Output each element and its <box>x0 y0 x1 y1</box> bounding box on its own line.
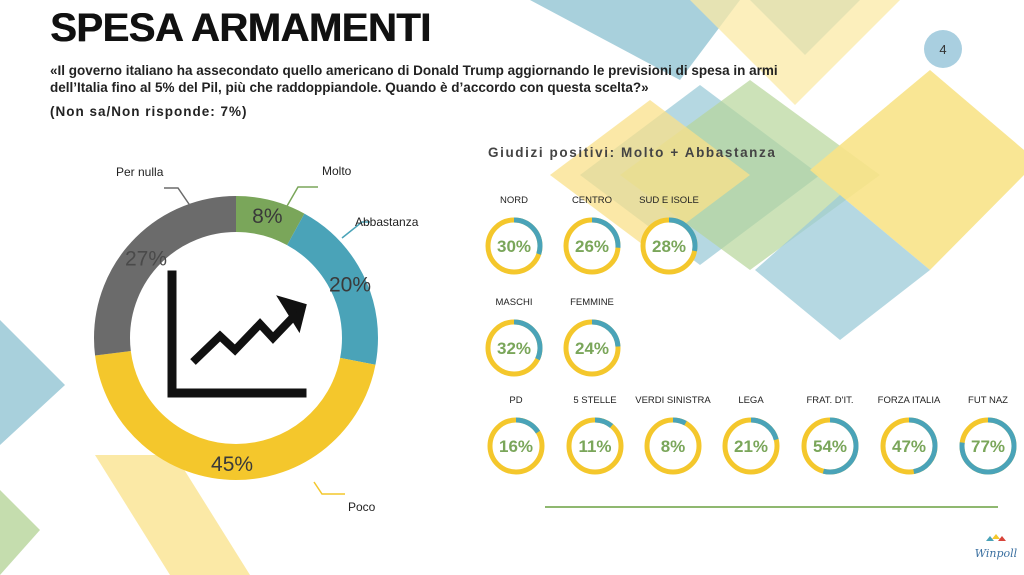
bg-shape-blue-lower <box>755 195 930 340</box>
callout-line-per-nulla <box>164 187 192 208</box>
gauge-ring: 21% <box>722 417 780 475</box>
gauge-label: MASCHI <box>495 297 533 308</box>
donut-label-per-nulla: 27% <box>125 248 167 271</box>
gauge-centro: CENTRO 26% <box>554 195 630 277</box>
gauge-label: CENTRO <box>571 195 613 206</box>
gauge-fill <box>644 417 702 475</box>
donut-slices <box>94 196 378 480</box>
gauge-fill <box>640 217 698 275</box>
gauge-pd: PD 16% <box>478 395 554 477</box>
gauge-label: FUT NAZ <box>968 395 1008 406</box>
gauge-fill <box>485 319 543 377</box>
gauge-lega: LEGA 21% <box>713 395 789 477</box>
gauge-ring: 11% <box>566 417 624 475</box>
gauge-value: 28% <box>652 237 686 256</box>
donut-callouts: Molto Abbastanza Poco Per nulla <box>116 164 419 514</box>
bg-shape-blue-top <box>530 0 740 80</box>
donut-labels: 8% 20% 45% 27% <box>125 205 371 476</box>
gauge-fill <box>801 417 859 475</box>
gauge-fill <box>563 217 621 275</box>
gauge-label: NORD <box>500 195 528 206</box>
gauge-sud-e-isole: SUD E ISOLE 28% <box>631 195 707 277</box>
gauge-value: 8% <box>661 437 686 456</box>
gauge-ring: 54% <box>801 417 859 475</box>
section-title: Giudizi positivi: Molto + Abbastanza <box>488 145 777 160</box>
gauge-label: FRAT. D'IT. <box>806 395 854 406</box>
gauge-ring: 77% <box>959 417 1017 475</box>
gauge-value: 24% <box>575 339 609 358</box>
bg-shape-yellow-bottom <box>95 455 250 575</box>
gauge-ring: 28% <box>640 217 698 275</box>
question-line-2: dell’Italia fino al 5% del Pil, più che … <box>50 80 649 95</box>
gauge-label: LEGA <box>738 395 764 406</box>
donut-category-abbastanza: Abbastanza <box>355 215 419 229</box>
page-title: SPESA ARMAMENTI <box>50 6 431 50</box>
gauge-maschi: MASCHI 32% <box>476 297 552 379</box>
bg-shape-green-bottom <box>0 490 40 575</box>
gauge-ring: 24% <box>563 319 621 377</box>
gauge-label: FORZA ITALIA <box>877 395 941 406</box>
gauge-value: 30% <box>497 237 531 256</box>
callout-line-abbastanza <box>341 221 370 239</box>
donut-slice-per-nulla <box>94 196 378 480</box>
gauge-frat-d-it: FRAT. D'IT. 54% <box>792 395 868 477</box>
bg-shape-yellow-top <box>690 0 900 105</box>
gauge-label: VERDI SINISTRA <box>635 395 711 406</box>
gauge-fill <box>722 417 780 475</box>
gauge-nord: NORD 30% <box>476 195 552 277</box>
callout-line-molto <box>282 186 318 214</box>
gauge-fill <box>487 417 545 475</box>
gauge-fill <box>563 319 621 377</box>
gauge-label: PD <box>509 395 523 406</box>
bg-shape-yellow-large <box>810 70 1024 270</box>
bg-shape-blue-left <box>0 320 65 445</box>
divider-line <box>545 506 998 508</box>
bg-shape-yellow-diamond <box>550 100 750 250</box>
gauge-forza-italia: FORZA ITALIA 47% <box>871 395 947 477</box>
gauge-value: 21% <box>734 437 768 456</box>
gauge-fill <box>566 417 624 475</box>
gauge-label: SUD E ISOLE <box>639 195 699 206</box>
gauge-value: 47% <box>892 437 926 456</box>
winpoll-logo: Winpoll <box>975 534 1018 560</box>
svg-text:Winpoll: Winpoll <box>975 547 1018 560</box>
gauge-value: 11% <box>578 437 611 456</box>
donut-slice-abbastanza <box>94 196 378 480</box>
rising-chart-icon <box>167 270 307 398</box>
donut-chart: Molto Abbastanza Poco Per nulla 8% 20% 45% 27% <box>94 164 419 514</box>
gauge-fill <box>880 417 938 475</box>
gauge-value: 16% <box>499 437 533 456</box>
survey-question: «Il governo italiano ha assecondato quel… <box>50 62 910 96</box>
donut-category-molto: Molto <box>322 164 352 178</box>
gauge-ring: 30% <box>485 217 543 275</box>
gauge-fill <box>959 417 1017 475</box>
non-sa-note: (Non sa/Non risponde: 7%) <box>50 104 248 119</box>
gauge-value: 77% <box>971 437 1005 456</box>
gauge-label: 5 STELLE <box>573 395 617 406</box>
donut-label-poco: 45% <box>211 453 253 476</box>
gauge-ring: 26% <box>563 217 621 275</box>
gauge-ring: 32% <box>485 319 543 377</box>
gauge-label: FEMMINE <box>570 297 614 308</box>
gauge-ring: 8% <box>644 417 702 475</box>
gauge-verdi-sinistra: VERDI SINISTRA 8% <box>635 395 711 477</box>
donut-category-poco: Poco <box>348 500 376 514</box>
question-line-1: «Il governo italiano ha assecondato quel… <box>50 63 778 78</box>
gauge-fill <box>485 217 543 275</box>
gauge-value: 54% <box>813 437 847 456</box>
donut-label-abbastanza: 20% <box>329 273 371 296</box>
gauge-5-stelle: 5 STELLE 11% <box>557 395 633 477</box>
gauge-ring: 47% <box>880 417 938 475</box>
gauge-value: 26% <box>575 237 609 256</box>
callout-line-poco <box>313 481 345 495</box>
gauge-value: 32% <box>497 339 531 358</box>
gauge-fut-naz: FUT NAZ 77% <box>950 395 1024 477</box>
page-number-badge: 4 <box>924 30 962 68</box>
gauge-ring: 16% <box>487 417 545 475</box>
donut-label-molto: 8% <box>252 205 282 228</box>
donut-category-per-nulla: Per nulla <box>116 165 164 179</box>
donut-slice-poco <box>94 196 378 480</box>
gauge-femmine: FEMMINE 24% <box>554 297 630 379</box>
